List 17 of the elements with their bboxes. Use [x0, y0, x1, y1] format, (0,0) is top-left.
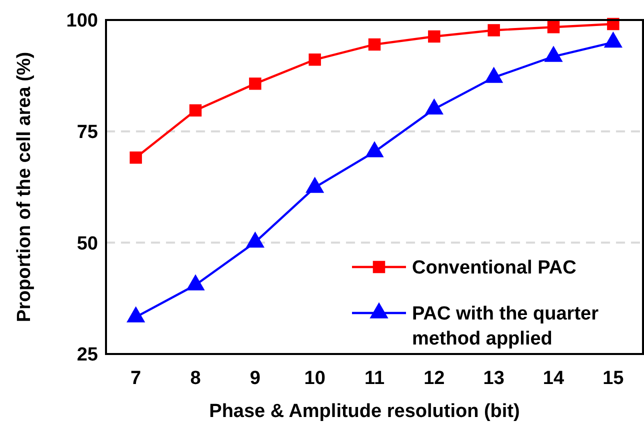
- x-tick-label: 8: [190, 368, 201, 389]
- x-tick-label: 11: [364, 368, 385, 389]
- x-tick-label: 12: [424, 368, 445, 389]
- x-tick-label: 14: [542, 368, 564, 389]
- y-tick-label: 25: [76, 344, 98, 366]
- x-tick-label: 13: [483, 368, 504, 389]
- y-tick-label: 75: [76, 122, 98, 143]
- y-tick-label: 100: [66, 10, 98, 32]
- y-tick-label: 50: [76, 233, 98, 254]
- x-tick-label: 7: [130, 368, 142, 389]
- legend-label: PAC with the quarter method applied: [412, 304, 600, 350]
- x-axis-title: Phase & Amplitude resolution (bit): [209, 401, 520, 422]
- x-tick-label: 10: [304, 368, 326, 389]
- x-tick-label: 15: [602, 368, 624, 389]
- y-axis-title: Proportion of the cell area (%): [14, 52, 35, 322]
- x-tick-label: 9: [250, 368, 260, 389]
- legend-label: Conventional PAC: [412, 258, 577, 279]
